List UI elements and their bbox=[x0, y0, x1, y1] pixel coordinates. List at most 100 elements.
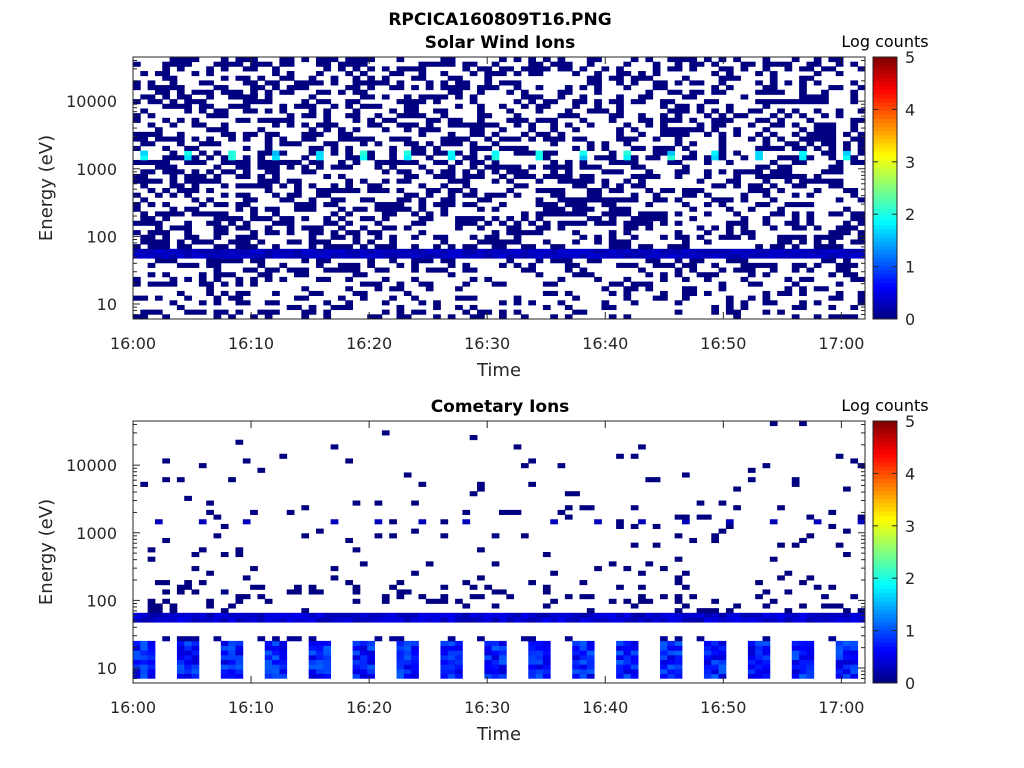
spectrogram-cell bbox=[806, 248, 815, 254]
spectrogram-cell bbox=[484, 584, 493, 590]
spectrogram-cell bbox=[747, 673, 756, 679]
spectrogram-cell bbox=[198, 103, 207, 109]
spectrogram-cell bbox=[294, 617, 302, 623]
spectrogram-cell bbox=[484, 664, 493, 670]
spectrogram-cell bbox=[308, 654, 317, 661]
spectrogram-cell bbox=[718, 267, 727, 273]
colorbar-swatch bbox=[873, 196, 897, 201]
spectrogram-cell bbox=[242, 220, 251, 226]
spectrogram-cell bbox=[513, 113, 522, 119]
spectrogram-cell bbox=[279, 141, 288, 147]
spectrogram-cell bbox=[601, 178, 610, 184]
spectrogram-cell bbox=[660, 145, 668, 151]
spectrogram-cell bbox=[586, 659, 595, 665]
spectrogram-cell bbox=[703, 239, 712, 245]
spectrogram-cell bbox=[813, 108, 822, 114]
spectrogram-cell bbox=[169, 155, 178, 161]
spectrogram-cell bbox=[813, 239, 822, 245]
spectrogram-cell bbox=[235, 183, 244, 189]
spectrogram-cell bbox=[594, 239, 602, 245]
spectrogram-cell bbox=[638, 211, 646, 217]
spectrogram-cell bbox=[359, 71, 368, 77]
spectrogram-cell bbox=[169, 173, 178, 180]
spectrogram-cell bbox=[206, 141, 214, 147]
spectrogram-cell bbox=[330, 122, 339, 128]
spectrogram-cell bbox=[374, 188, 383, 194]
spectrogram-cell bbox=[638, 145, 646, 151]
spectrogram-cell bbox=[513, 85, 522, 91]
spectrogram-cell bbox=[696, 127, 705, 133]
spectrogram-cell bbox=[140, 169, 149, 175]
spectrogram-cell bbox=[667, 650, 676, 656]
spectrogram-cell bbox=[557, 113, 566, 119]
spectrogram-cell bbox=[316, 159, 324, 166]
spectrogram-cell bbox=[330, 57, 339, 63]
spectrogram-cell bbox=[301, 202, 310, 208]
spectrogram-cell bbox=[755, 668, 763, 675]
spectrogram-cell bbox=[564, 66, 573, 72]
spectrogram-cell bbox=[513, 169, 522, 175]
spectrogram-cell bbox=[682, 127, 690, 133]
spectrogram-cell bbox=[213, 309, 222, 315]
spectrogram-cell bbox=[330, 75, 339, 81]
spectrogram-cell bbox=[660, 103, 668, 109]
spectrogram-cell bbox=[359, 103, 368, 109]
spectrogram-cell bbox=[403, 612, 412, 618]
spectrogram-cell bbox=[418, 216, 427, 222]
spectrogram-cell bbox=[184, 617, 192, 623]
spectrogram-cell bbox=[162, 589, 170, 595]
spectrogram-cell bbox=[396, 659, 405, 665]
spectrogram-cell bbox=[821, 127, 829, 133]
spectrogram-cell bbox=[264, 99, 273, 105]
spectrogram-cell bbox=[154, 258, 163, 264]
spectrogram-cell bbox=[411, 668, 419, 675]
spectrogram-cell bbox=[682, 295, 690, 301]
spectrogram-cell bbox=[828, 141, 837, 147]
spectrogram-cell bbox=[755, 183, 763, 189]
spectrogram-cell bbox=[747, 295, 756, 301]
spectrogram-cell bbox=[572, 491, 580, 497]
spectrogram-cell bbox=[821, 234, 829, 240]
spectrogram-cell bbox=[769, 197, 778, 203]
spectrogram-cell bbox=[689, 57, 698, 63]
spectrogram-cell bbox=[806, 267, 815, 273]
spectrogram-cell bbox=[682, 94, 690, 100]
spectrogram-cell bbox=[667, 89, 676, 95]
spectrogram-cell bbox=[323, 248, 332, 254]
colorbar-swatch bbox=[873, 441, 897, 447]
spectrogram-cell bbox=[564, 262, 573, 268]
spectrogram-cell bbox=[843, 155, 851, 161]
spectrogram-cell bbox=[330, 202, 339, 208]
spectrogram-cell bbox=[791, 220, 800, 226]
spectrogram-cell bbox=[564, 169, 573, 175]
spectrogram-cell bbox=[235, 598, 244, 604]
spectrogram-cell bbox=[564, 248, 573, 254]
spectrogram-cell bbox=[806, 533, 815, 539]
spectrogram-cell bbox=[542, 220, 551, 226]
spectrogram-cell bbox=[630, 650, 639, 656]
spectrogram-cell bbox=[184, 99, 192, 105]
spectrogram-cell bbox=[455, 612, 463, 618]
spectrogram-cell bbox=[279, 150, 288, 156]
spectrogram-cell bbox=[638, 267, 646, 273]
spectrogram-cell bbox=[316, 258, 324, 264]
spectrogram-cell bbox=[660, 612, 668, 618]
spectrogram-cell bbox=[843, 267, 851, 273]
spectrogram-cell bbox=[769, 244, 778, 250]
spectrogram-cell bbox=[777, 108, 785, 114]
spectrogram-cell bbox=[330, 566, 339, 572]
spectrogram-cell bbox=[682, 617, 690, 623]
colorbar-swatch bbox=[873, 515, 897, 520]
spectrogram-cell bbox=[557, 192, 566, 198]
spectrogram-cell bbox=[213, 220, 222, 226]
spectrogram-cell bbox=[403, 150, 412, 156]
spectrogram-cell bbox=[667, 659, 676, 665]
spectrogram-cell bbox=[755, 253, 763, 259]
spectrogram-cell bbox=[308, 589, 317, 595]
spectrogram-cell bbox=[689, 594, 698, 600]
spectrogram-cell bbox=[345, 244, 353, 250]
spectrogram-cell bbox=[323, 659, 332, 665]
spectrogram-cell bbox=[162, 188, 170, 194]
spectrogram-cell bbox=[337, 234, 346, 240]
spectrogram-cell bbox=[176, 654, 185, 661]
